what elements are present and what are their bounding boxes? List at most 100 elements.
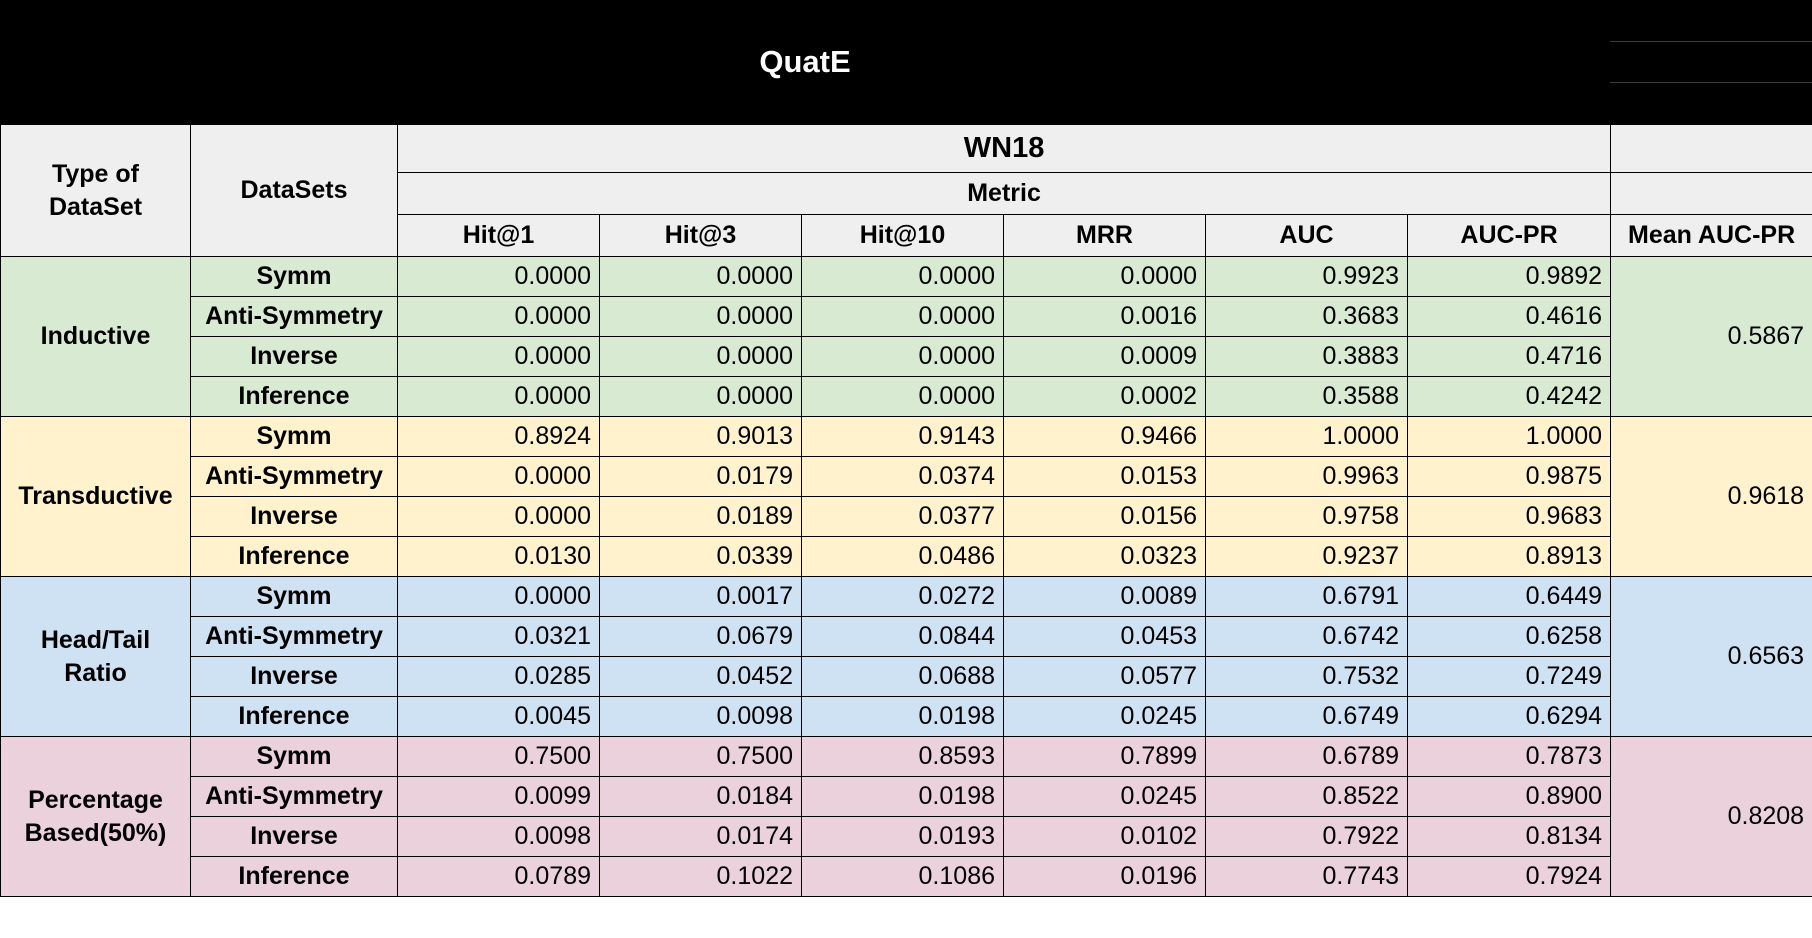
metric-value-cell: 0.0089 bbox=[1003, 576, 1206, 617]
metric-value-cell: 0.0323 bbox=[1003, 536, 1206, 577]
metric-value-cell: 0.0453 bbox=[1003, 616, 1206, 657]
column-header: Hit@10 bbox=[801, 214, 1004, 257]
table-row: Inductive Symm 0.0000 0.0000 0.0000 0.0000 0.9… bbox=[0, 256, 1812, 417]
metric-value-cell: 0.0000 bbox=[397, 376, 600, 417]
metric-value-cell: 0.0098 bbox=[599, 696, 802, 737]
metric-value-cell: 0.0000 bbox=[397, 456, 600, 497]
dataset-name-cell: Inverse bbox=[190, 656, 398, 697]
table-row: Anti-Symmetry 0.0000 0.0000 0.0000 0.0016 0.3… bbox=[1, 296, 1812, 337]
mean-auc-pr-cell: 0.5867 bbox=[1610, 256, 1812, 417]
group-type-label: Transductive bbox=[0, 416, 191, 577]
metric-value-cell: 0.8593 bbox=[801, 736, 1004, 777]
dataset-name-cell: Anti-Symmetry bbox=[190, 776, 398, 817]
metric-value-cell: 0.0189 bbox=[599, 496, 802, 537]
metric-value-cell: 0.6258 bbox=[1406, 616, 1612, 657]
column-header: AUC bbox=[1205, 214, 1408, 257]
metric-value-cell: 0.0000 bbox=[599, 336, 802, 377]
table-row: Inverse 0.0285 0.0452 0.0688 0.0577 0.7532 0.7… bbox=[1, 656, 1812, 697]
dataset-name-cell: Anti-Symmetry bbox=[190, 296, 398, 337]
header-row-metric: Metric bbox=[1, 172, 1812, 215]
column-header: MRR bbox=[1003, 214, 1206, 257]
metric-value-cell: 0.9013 bbox=[599, 416, 802, 457]
side-cell-divider bbox=[1610, 82, 1812, 83]
results-table: Type of DataSet DataSets WN18 Metric Hit… bbox=[0, 124, 1812, 897]
metric-value-cell: 0.0017 bbox=[599, 576, 802, 617]
header-metric: Metric bbox=[396, 172, 1612, 215]
metric-value-cell: 0.0000 bbox=[801, 296, 1004, 337]
metric-value-cell: 0.7743 bbox=[1205, 856, 1408, 897]
dataset-name-cell: Inference bbox=[190, 696, 398, 737]
table-row: Inverse 0.0000 0.0000 0.0000 0.0009 0.3883 0.4… bbox=[1, 336, 1812, 377]
metric-value-cell: 0.4242 bbox=[1406, 376, 1612, 417]
metric-value-cell: 0.0198 bbox=[801, 776, 1004, 817]
metric-value-cell: 0.0679 bbox=[599, 616, 802, 657]
metric-value-cell: 0.6749 bbox=[1205, 696, 1408, 737]
metric-value-cell: 0.0321 bbox=[397, 616, 600, 657]
metric-value-cell: 0.0374 bbox=[801, 456, 1004, 497]
metric-value-cell: 0.7500 bbox=[599, 736, 802, 777]
mean-auc-pr-cell: 0.9618 bbox=[1610, 416, 1812, 577]
title-bar-side-cells bbox=[1610, 0, 1812, 124]
metric-value-cell: 0.7873 bbox=[1406, 736, 1612, 777]
metric-value-cell: 0.0789 bbox=[397, 856, 600, 897]
column-header: Hit@3 bbox=[599, 214, 802, 257]
metric-value-cell: 0.7922 bbox=[1205, 816, 1408, 857]
metric-value-cell: 0.0577 bbox=[1003, 656, 1206, 697]
metric-value-cell: 1.0000 bbox=[1406, 416, 1612, 457]
metric-value-cell: 0.6449 bbox=[1406, 576, 1612, 617]
metric-value-cell: 0.9143 bbox=[801, 416, 1004, 457]
metric-value-cell: 0.0045 bbox=[397, 696, 600, 737]
metric-value-cell: 0.6294 bbox=[1406, 696, 1612, 737]
metric-value-cell: 0.0000 bbox=[801, 376, 1004, 417]
header-type-of-dataset: Type of DataSet bbox=[0, 124, 191, 257]
metric-value-cell: 0.0179 bbox=[599, 456, 802, 497]
table-row: Inverse 0.0098 0.0174 0.0193 0.0102 0.7922 0.8… bbox=[1, 816, 1812, 857]
metric-value-cell: 0.8924 bbox=[397, 416, 600, 457]
header-row-dataset: Type of DataSet DataSets WN18 bbox=[0, 124, 1812, 257]
metric-value-cell: 0.6791 bbox=[1205, 576, 1408, 617]
dataset-name-cell: Symm bbox=[190, 416, 398, 457]
metric-value-cell: 0.0000 bbox=[397, 256, 600, 297]
column-header: AUC-PR bbox=[1406, 214, 1612, 257]
metric-value-cell: 0.9466 bbox=[1003, 416, 1206, 457]
metric-value-cell: 0.9923 bbox=[1205, 256, 1408, 297]
metric-value-cell: 0.9963 bbox=[1205, 456, 1408, 497]
table-row: Anti-Symmetry 0.0099 0.0184 0.0198 0.0245 0.8… bbox=[1, 776, 1812, 817]
table-row: Head/Tail Ratio Symm 0.0000 0.0017 0.0272 0.0… bbox=[0, 576, 1812, 737]
header-empty-cell bbox=[1610, 124, 1812, 173]
table-row: Anti-Symmetry 0.0321 0.0679 0.0844 0.0453 0.6… bbox=[1, 616, 1812, 657]
metric-value-cell: 0.7899 bbox=[1003, 736, 1206, 777]
metric-value-cell: 0.6789 bbox=[1205, 736, 1408, 777]
metric-value-cell: 0.1022 bbox=[599, 856, 802, 897]
metric-value-cell: 0.0016 bbox=[1003, 296, 1206, 337]
dataset-name-cell: Inverse bbox=[190, 336, 398, 377]
metric-value-cell: 0.0000 bbox=[599, 376, 802, 417]
dataset-name-cell: Symm bbox=[190, 736, 398, 777]
metric-value-cell: 0.0193 bbox=[801, 816, 1004, 857]
dataset-name-cell: Inference bbox=[190, 536, 398, 577]
metric-value-cell: 0.0153 bbox=[1003, 456, 1206, 497]
metric-value-cell: 0.0844 bbox=[801, 616, 1004, 657]
metric-value-cell: 1.0000 bbox=[1205, 416, 1408, 457]
dataset-name-cell: Anti-Symmetry bbox=[190, 456, 398, 497]
column-header-mean: Mean AUC-PR bbox=[1610, 214, 1812, 257]
side-cell-divider bbox=[1610, 41, 1812, 42]
metric-value-cell: 0.8900 bbox=[1406, 776, 1612, 817]
metric-value-cell: 0.0000 bbox=[397, 496, 600, 537]
group-type-label: Percentage Based(50%) bbox=[0, 736, 191, 897]
metric-value-cell: 0.0245 bbox=[1003, 776, 1206, 817]
metric-value-cell: 0.0000 bbox=[801, 336, 1004, 377]
table-title: QuatE bbox=[759, 44, 851, 79]
table-row: Anti-Symmetry 0.0000 0.0179 0.0374 0.0153 0.9… bbox=[1, 456, 1812, 497]
metric-value-cell: 0.0009 bbox=[1003, 336, 1206, 377]
metric-value-cell: 0.1086 bbox=[801, 856, 1004, 897]
metric-value-cell: 0.3588 bbox=[1205, 376, 1408, 417]
table-title-bar: QuatE bbox=[0, 0, 1610, 124]
metric-value-cell: 0.0452 bbox=[599, 656, 802, 697]
dataset-name-cell: Inference bbox=[190, 376, 398, 417]
metric-value-cell: 0.7532 bbox=[1205, 656, 1408, 697]
metric-value-cell: 0.0000 bbox=[801, 256, 1004, 297]
metric-value-cell: 0.4616 bbox=[1406, 296, 1612, 337]
metric-value-cell: 0.0245 bbox=[1003, 696, 1206, 737]
metric-value-cell: 0.0377 bbox=[801, 496, 1004, 537]
